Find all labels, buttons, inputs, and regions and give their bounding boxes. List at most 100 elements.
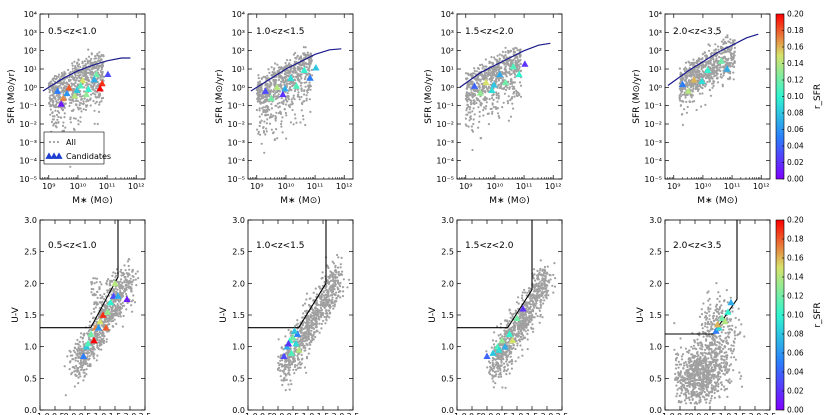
all-galaxy-point — [708, 49, 711, 52]
all-galaxy-point — [99, 69, 102, 72]
all-galaxy-point — [71, 62, 74, 65]
all-galaxy-point — [516, 344, 519, 347]
all-galaxy-point — [283, 376, 286, 379]
all-galaxy-point — [258, 115, 261, 118]
all-galaxy-point — [685, 111, 689, 114]
all-galaxy-point — [257, 132, 260, 135]
all-galaxy-point — [283, 372, 286, 375]
all-galaxy-point — [534, 312, 538, 315]
all-galaxy-point — [73, 370, 76, 373]
all-galaxy-point — [63, 365, 66, 368]
all-galaxy-point — [296, 354, 299, 357]
all-galaxy-point — [270, 82, 273, 85]
all-galaxy-point — [490, 75, 493, 79]
all-galaxy-point — [305, 355, 309, 358]
all-galaxy-point — [314, 335, 317, 339]
all-galaxy-point — [294, 117, 297, 120]
all-galaxy-point — [281, 383, 284, 387]
all-galaxy-point — [339, 296, 342, 299]
all-galaxy-point — [292, 81, 295, 84]
all-galaxy-point — [293, 372, 296, 375]
all-galaxy-point — [697, 71, 700, 74]
candidate-marker — [90, 75, 98, 83]
all-galaxy-point — [693, 61, 697, 64]
all-galaxy-point — [505, 84, 508, 88]
all-galaxy-point — [52, 105, 56, 108]
all-galaxy-point — [466, 103, 469, 107]
all-galaxy-point — [120, 278, 123, 281]
all-galaxy-point — [306, 320, 309, 324]
all-galaxy-point — [128, 280, 131, 283]
all-galaxy-point — [49, 108, 53, 111]
all-galaxy-point — [493, 69, 496, 72]
all-galaxy-point — [476, 98, 479, 102]
all-galaxy-point — [291, 102, 294, 105]
all-galaxy-point — [510, 358, 513, 362]
all-galaxy-point — [270, 107, 273, 110]
all-galaxy-point — [71, 70, 74, 73]
all-galaxy-point — [112, 300, 115, 303]
all-galaxy-point — [96, 296, 99, 299]
all-galaxy-point — [64, 102, 67, 105]
all-galaxy-point — [295, 71, 298, 74]
all-galaxy-point — [305, 324, 308, 327]
all-galaxy-point — [81, 82, 84, 85]
all-galaxy-point — [98, 348, 101, 351]
all-galaxy-point — [519, 62, 522, 65]
all-galaxy-point — [110, 310, 113, 313]
all-galaxy-point — [287, 371, 290, 374]
all-galaxy-point — [284, 61, 287, 65]
all-galaxy-point — [82, 64, 85, 67]
all-galaxy-point — [77, 75, 80, 78]
all-galaxy-point — [288, 64, 291, 67]
candidate-marker — [273, 83, 281, 90]
all-galaxy-point — [486, 89, 489, 92]
all-galaxy-point — [526, 291, 529, 294]
all-galaxy-point — [320, 327, 323, 330]
all-galaxy-point — [74, 81, 77, 84]
all-galaxy-point — [497, 370, 500, 373]
all-galaxy-point — [283, 73, 286, 76]
all-galaxy-point — [108, 323, 111, 326]
all-galaxy-point — [90, 84, 93, 87]
all-galaxy-point — [287, 349, 290, 352]
all-galaxy-point — [505, 61, 509, 64]
all-galaxy-point — [707, 62, 710, 65]
all-galaxy-point — [76, 354, 79, 357]
all-galaxy-point — [124, 283, 128, 286]
all-galaxy-point — [505, 75, 508, 78]
all-galaxy-point — [99, 341, 102, 344]
all-galaxy-point — [263, 151, 266, 154]
all-galaxy-point — [523, 291, 527, 294]
all-galaxy-point — [481, 63, 484, 66]
all-galaxy-point — [482, 114, 485, 117]
all-galaxy-point — [78, 104, 81, 107]
all-galaxy-point — [76, 370, 79, 373]
all-galaxy-point — [276, 367, 280, 370]
all-galaxy-point — [292, 368, 295, 371]
all-galaxy-point — [518, 67, 521, 70]
all-galaxy-point — [722, 38, 725, 41]
all-galaxy-point — [468, 119, 471, 122]
all-galaxy-point — [533, 316, 536, 319]
all-galaxy-point — [293, 325, 297, 328]
all-galaxy-point — [95, 96, 98, 99]
all-galaxy-point — [96, 78, 99, 81]
all-galaxy-point — [289, 70, 292, 73]
all-galaxy-point — [80, 351, 83, 354]
all-galaxy-point — [464, 72, 468, 75]
all-galaxy-point — [309, 52, 313, 56]
all-galaxy-point — [98, 65, 101, 68]
all-galaxy-point — [494, 106, 497, 109]
all-galaxy-point — [299, 363, 302, 366]
all-galaxy-point — [485, 101, 488, 104]
all-galaxy-point — [299, 366, 302, 369]
all-galaxy-point — [285, 103, 288, 106]
all-galaxy-point — [317, 309, 320, 312]
all-galaxy-point — [514, 46, 517, 49]
all-galaxy-point — [74, 85, 77, 88]
all-galaxy-point — [71, 64, 74, 67]
all-galaxy-point — [132, 294, 135, 297]
all-galaxy-point — [113, 318, 116, 321]
